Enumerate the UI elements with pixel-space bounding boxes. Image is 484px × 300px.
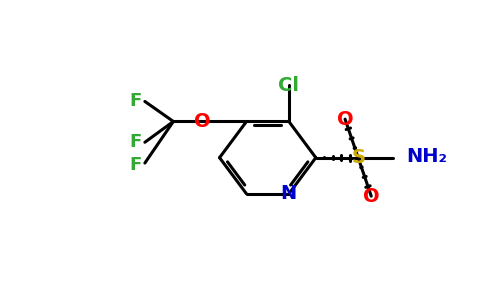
Text: F: F [130,133,142,151]
Text: Cl: Cl [278,76,300,95]
Text: F: F [130,92,142,110]
Text: O: O [194,112,210,131]
Text: O: O [337,110,353,129]
Text: N: N [281,184,297,203]
Text: F: F [130,156,142,174]
Text: NH₂: NH₂ [407,147,448,166]
Text: S: S [351,148,365,167]
Text: O: O [363,187,379,206]
